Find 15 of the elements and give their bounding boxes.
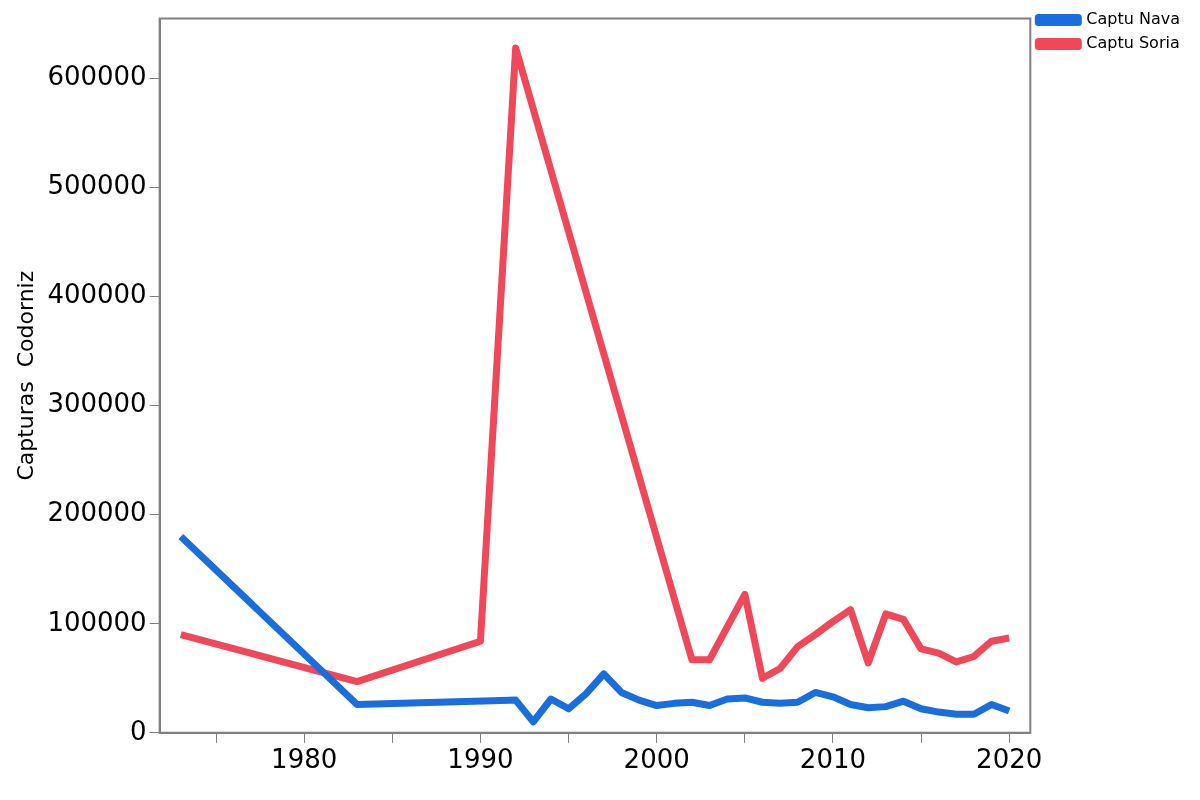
x-tick-label: 2010 <box>799 744 867 775</box>
y-tick-label: 600000 <box>47 61 147 92</box>
y-tick-label: 0 <box>130 715 147 746</box>
y-axis-title: Capturas Codorniz <box>12 270 38 481</box>
y-tick-label: 400000 <box>47 279 147 310</box>
x-tick-label: 1980 <box>271 744 338 775</box>
x-tick-label: 2000 <box>623 744 690 775</box>
x-tick-label: 1990 <box>447 744 514 775</box>
y-tick-label: 300000 <box>47 388 147 419</box>
legend-label: Captu Soria <box>1086 33 1180 53</box>
x-tick-label: 2020 <box>976 744 1043 775</box>
y-tick-label: 100000 <box>47 606 147 637</box>
legend-label: Captu Nava <box>1086 9 1181 29</box>
y-tick-label: 500000 <box>47 170 147 201</box>
y-tick-label: 200000 <box>47 497 147 528</box>
